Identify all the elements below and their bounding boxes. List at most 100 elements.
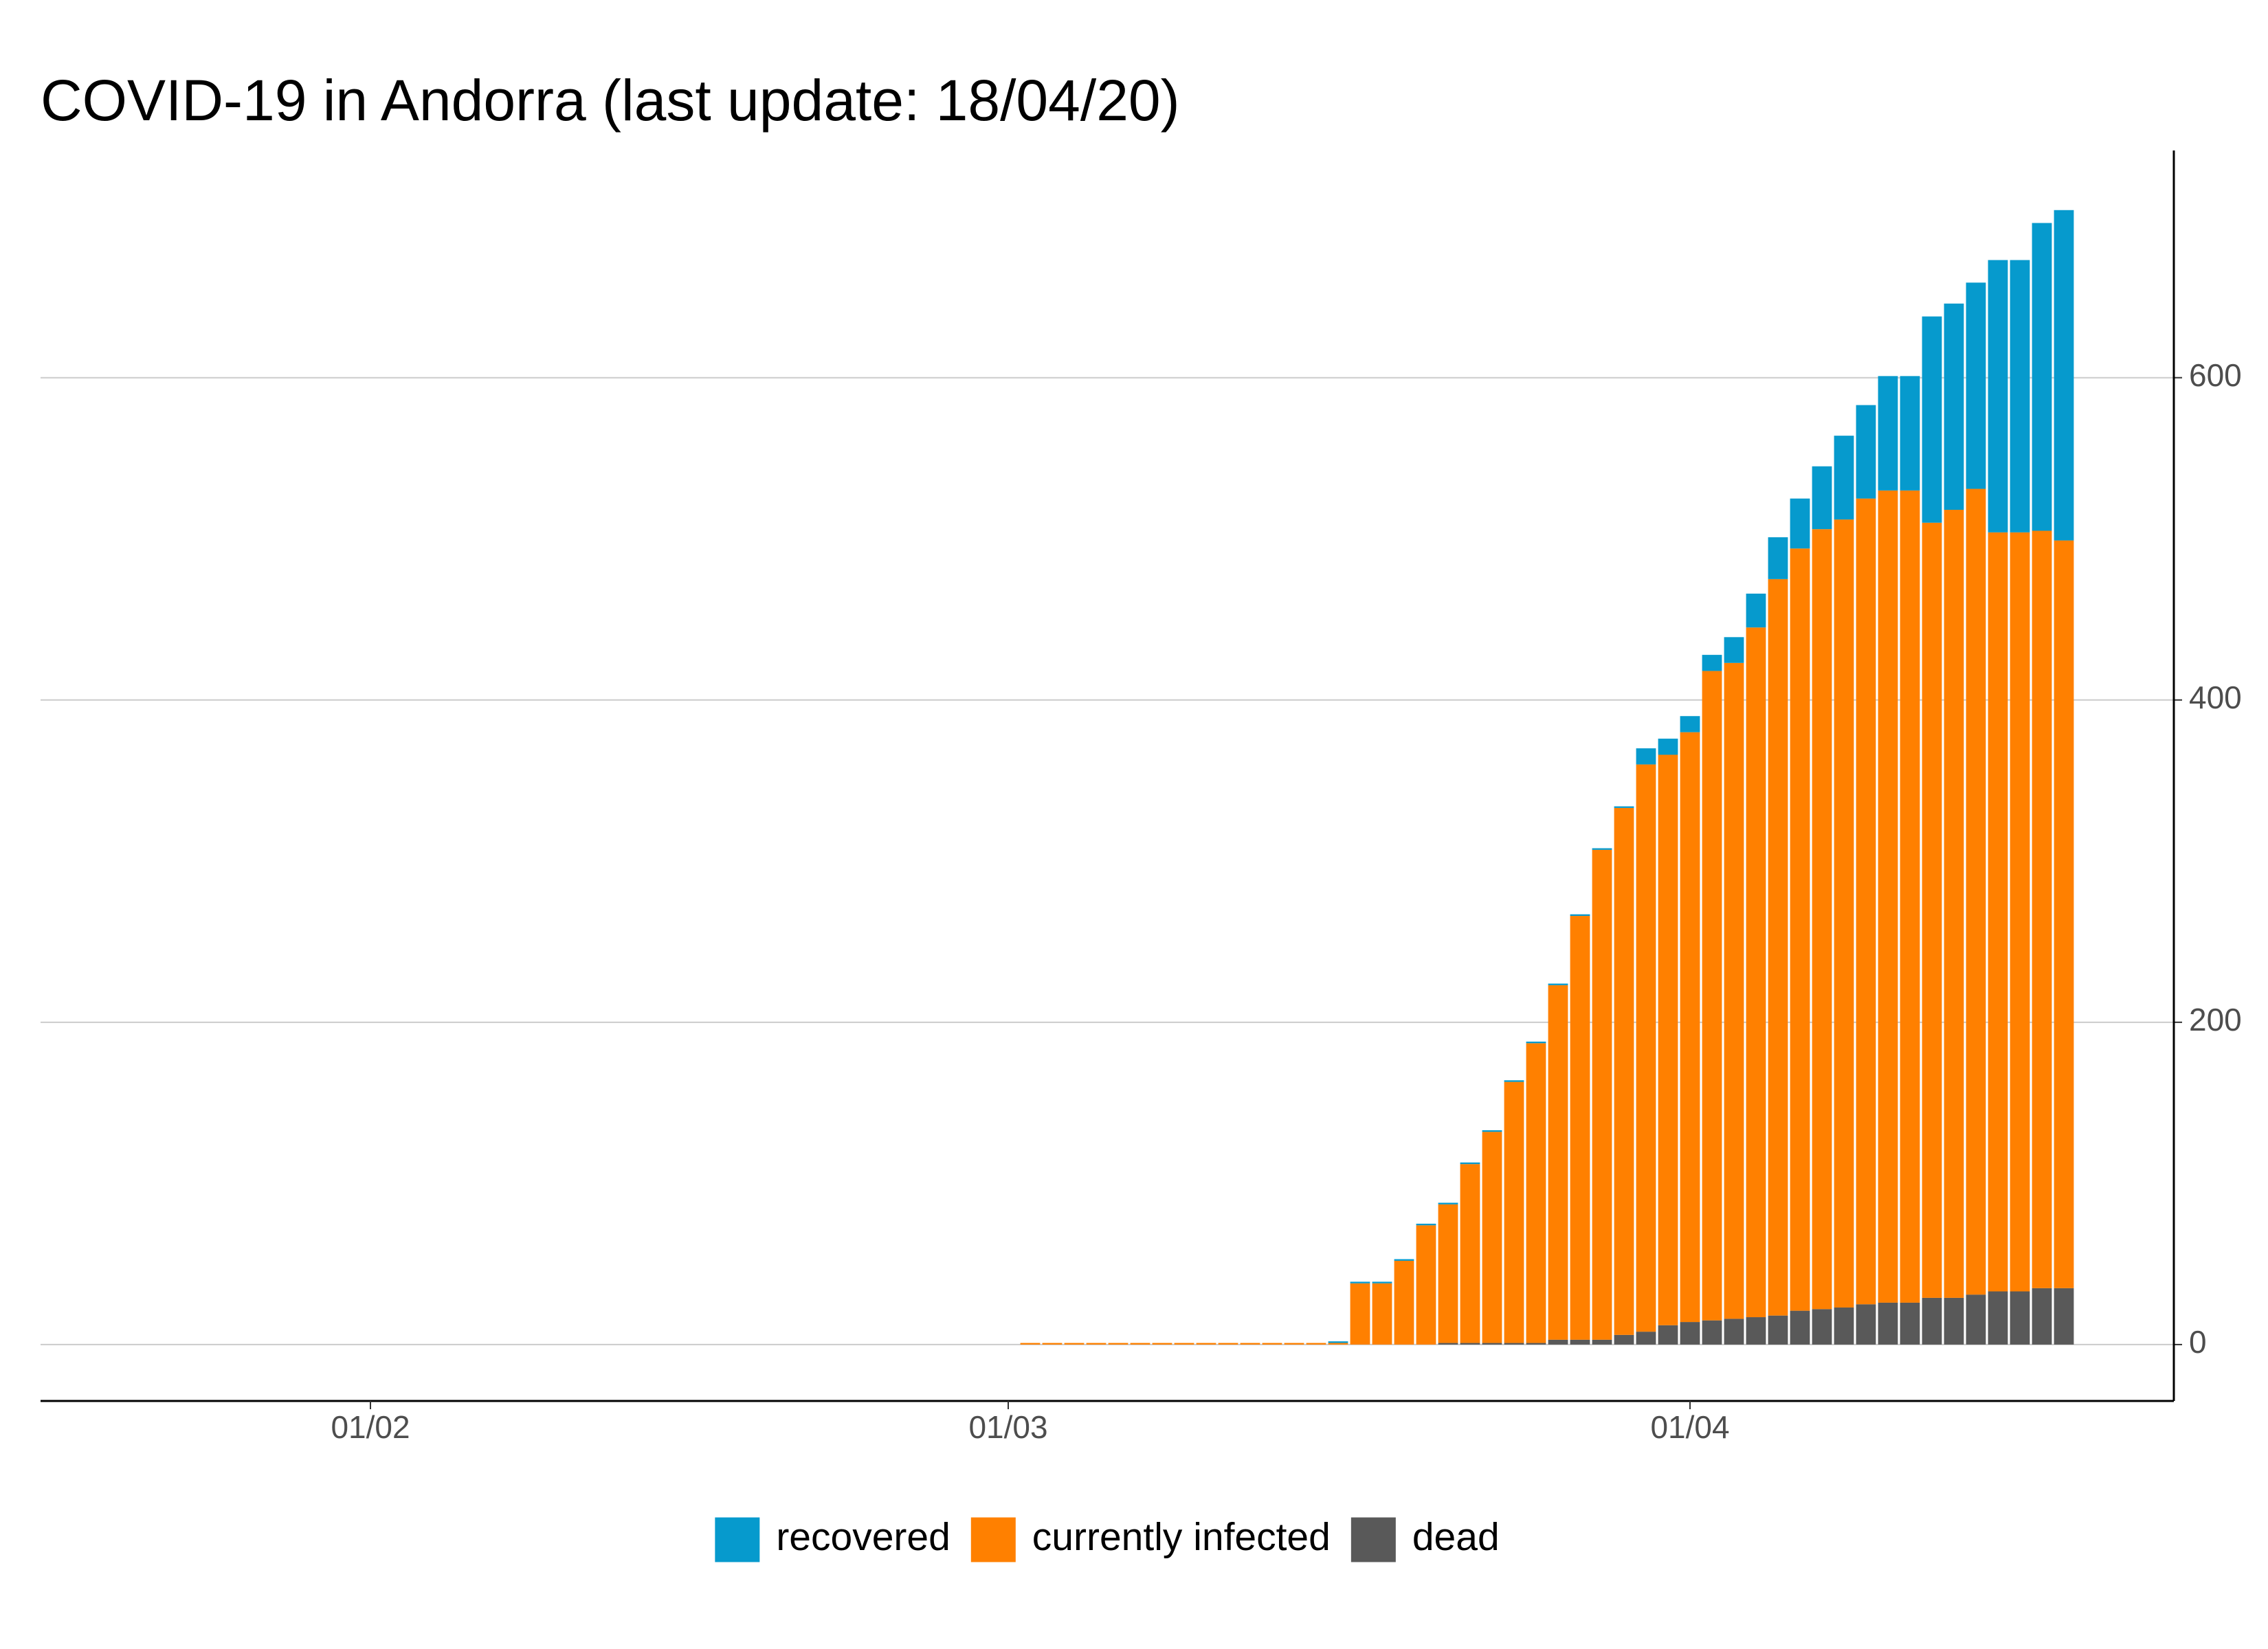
bar-segment (1504, 1081, 1524, 1343)
bar-segment (1218, 1343, 1238, 1345)
bar-segment (1812, 529, 1832, 1310)
bar-segment (1812, 466, 1832, 530)
bar-segment (1240, 1343, 1260, 1345)
bar-segment (1790, 548, 1810, 1311)
bar-segment (1746, 1317, 1766, 1345)
bar-segment (1548, 983, 1568, 985)
bar-segment (1372, 1283, 1392, 1345)
bar-segment (1438, 1343, 1458, 1345)
y-tick-label: 400 (2189, 680, 2242, 715)
bar-segment (1592, 848, 1612, 850)
bar-segment (2032, 1288, 2052, 1345)
bar-segment (1526, 1041, 1546, 1044)
bar-segment (1526, 1343, 1546, 1345)
bar-segment (1482, 1343, 1502, 1345)
bar-segment (1680, 1322, 1700, 1345)
x-tick-label: 01/03 (968, 1409, 1047, 1445)
bar-segment (1438, 1202, 1458, 1204)
bar-segment (1944, 510, 1964, 1298)
bar-segment (1394, 1260, 1414, 1345)
bar-segment (1834, 519, 1854, 1308)
bar-segment (1592, 849, 1612, 1340)
bar-segment (1570, 1339, 1590, 1345)
bar-segment (1350, 1283, 1370, 1345)
y-tick-label: 200 (2189, 1002, 2242, 1037)
bar-segment (1966, 1294, 1986, 1345)
legend-label: currently infected (1032, 1515, 1331, 1559)
bar-segment (1768, 1315, 1788, 1345)
y-tick-label: 0 (2189, 1324, 2207, 1360)
bar-segment (1944, 1297, 1964, 1345)
bar-segment (1636, 764, 1656, 1332)
bar-segment (1460, 1162, 1480, 1165)
bar-segment (1900, 490, 1920, 1303)
bar-segment (1614, 807, 1634, 1335)
bar-segment (1878, 490, 1898, 1303)
bar-segment (1548, 1339, 1568, 1345)
bar-segment (1680, 732, 1700, 1323)
bar-segment (1790, 498, 1810, 549)
y-tick-label: 600 (2189, 357, 2242, 393)
bar-segment (1196, 1343, 1216, 1345)
bar-segment (1526, 1043, 1546, 1343)
bar-segment (1328, 1343, 1348, 1345)
bar-segment (1746, 593, 1766, 628)
bar-segment (1922, 316, 1942, 523)
bar-segment (1460, 1343, 1480, 1345)
bar-segment (1284, 1343, 1304, 1345)
bar-segment (1064, 1343, 1085, 1345)
bar-segment (1922, 1297, 1942, 1345)
bar-segment (1130, 1343, 1150, 1345)
bar-segment (1878, 376, 1898, 491)
bar-segment (1944, 303, 1964, 511)
bar-segment (2054, 540, 2074, 1288)
bar-segment (1460, 1164, 1480, 1343)
bar-segment (1570, 916, 1590, 1340)
bar-segment (1790, 1310, 1810, 1345)
bar-segment (1306, 1343, 1326, 1345)
bar-segment (1856, 405, 1876, 499)
bar-segment (1702, 655, 1722, 671)
bar-segment (1658, 1325, 1678, 1345)
bar-segment (1900, 1302, 1920, 1345)
bar-segment (1504, 1343, 1524, 1345)
bar-segment (1966, 282, 1986, 489)
bar-segment (1416, 1225, 1436, 1345)
legend-label: dead (1412, 1515, 1500, 1559)
bar-segment (2032, 223, 2052, 531)
x-tick-label: 01/04 (1650, 1409, 1729, 1445)
bar-segment (1724, 637, 1744, 663)
legend-label: recovered (776, 1515, 950, 1559)
bar-segment (1856, 498, 1876, 1305)
bar-segment (1482, 1130, 1502, 1132)
bar-segment (1086, 1343, 1107, 1345)
bar-segment (1966, 489, 1986, 1295)
bar-segment (1548, 985, 1568, 1340)
chart-title: COVID-19 in Andorra (last update: 18/04/… (41, 68, 1180, 133)
bar-segment (1394, 1259, 1414, 1261)
bar-segment (1020, 1343, 1041, 1345)
bar-segment (1922, 522, 1942, 1298)
bar-segment (2010, 260, 2030, 532)
bar-segment (1988, 1291, 2008, 1345)
bar-segment (1350, 1281, 1370, 1283)
bar-segment (1768, 537, 1788, 579)
legend-swatch (715, 1517, 760, 1562)
bar-segment (1570, 914, 1590, 917)
bar-segment (1482, 1132, 1502, 1343)
bar-segment (1416, 1224, 1436, 1226)
bar-segment (1152, 1343, 1172, 1345)
bar-segment (2010, 532, 2030, 1292)
bar-segment (1042, 1343, 1063, 1345)
bar-segment (2032, 530, 2052, 1288)
legend-swatch (970, 1517, 1016, 1562)
legend-swatch (1350, 1517, 1396, 1562)
bar-segment (2054, 210, 2074, 541)
x-tick-label: 01/02 (331, 1409, 410, 1445)
bar-segment (1812, 1309, 1832, 1345)
bar-segment (1636, 1332, 1656, 1345)
bar-segment (1856, 1304, 1876, 1345)
bar-segment (1438, 1204, 1458, 1343)
bar-segment (1834, 1307, 1854, 1345)
